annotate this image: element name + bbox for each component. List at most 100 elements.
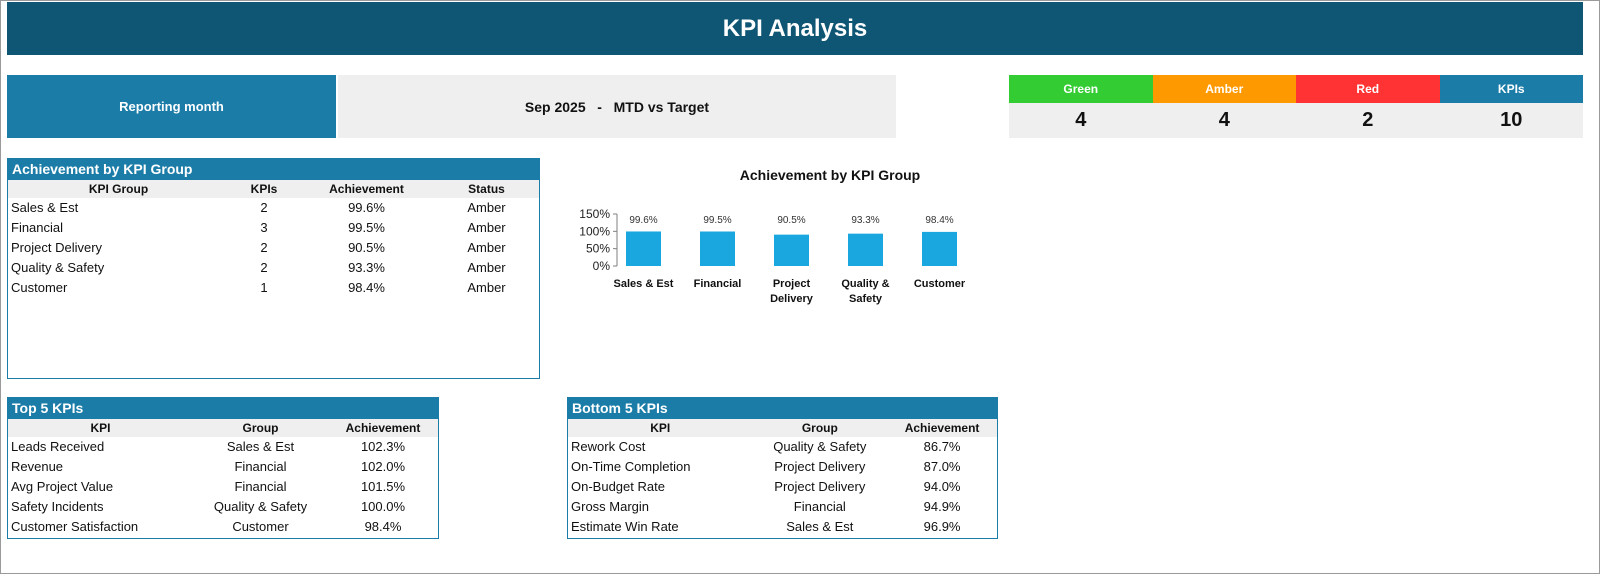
cell-kpi: On-Budget Rate xyxy=(571,479,665,494)
bottom5-table: KPI Group Achievement Rework Cost Qualit… xyxy=(568,419,997,537)
cell-group: Financial xyxy=(11,220,64,235)
data-label: 99.5% xyxy=(703,215,731,226)
table-row: Revenue Financial 102.0% xyxy=(8,457,438,477)
col-kpi: KPI xyxy=(8,419,193,437)
category-label: Quality & xyxy=(841,278,889,290)
cell-group: Sales & Est xyxy=(786,519,854,534)
summary-red-count: 2 xyxy=(1296,103,1440,138)
cell-kpis: 3 xyxy=(260,220,268,235)
bottom5-title: Bottom 5 KPIs xyxy=(568,398,997,419)
table-row: Safety Incidents Quality & Safety 100.0% xyxy=(8,497,438,517)
data-label: 99.6% xyxy=(629,215,657,226)
table-row: Customer 1 98.4% Amber xyxy=(8,278,539,298)
cell-achievement: 100.0% xyxy=(360,499,406,514)
cell-kpi: Avg Project Value xyxy=(11,479,114,494)
cell-group: Project Delivery xyxy=(774,459,866,474)
cell-achievement: 94.9% xyxy=(923,499,961,514)
achievement-bar-chart: 0% 50% 100% 150% 99.6% Sales & Est 99.5% Financ… xyxy=(579,207,966,305)
cell-status: Amber xyxy=(467,220,506,235)
cell-status: Amber xyxy=(467,260,506,275)
bar xyxy=(626,231,661,266)
cell-achievement: 87.0% xyxy=(923,459,961,474)
col-status: Status xyxy=(434,180,539,198)
bar xyxy=(774,234,809,266)
cell-kpis: 1 xyxy=(260,280,268,295)
cell-achievement: 90.5% xyxy=(348,240,385,255)
data-label: 90.5% xyxy=(777,215,805,226)
group-table: KPI Group KPIs Achievement Status Sales … xyxy=(8,180,539,298)
chart-title: Achievement by KPI Group xyxy=(739,167,921,183)
cell-kpis: 2 xyxy=(260,200,268,215)
reporting-month-value[interactable]: Sep 2025 - MTD vs Target xyxy=(338,75,896,138)
cell-status: Amber xyxy=(467,280,506,295)
col-group: Group xyxy=(752,419,888,437)
cell-kpi: On-Time Completion xyxy=(571,459,691,474)
cell-group: Project Delivery xyxy=(11,240,103,255)
bar xyxy=(700,231,735,266)
cell-group: Quality & Safety xyxy=(11,260,105,275)
cell-achievement: 93.3% xyxy=(348,260,385,275)
table-row: Customer Satisfaction Customer 98.4% xyxy=(8,517,438,537)
page-title: KPI Analysis xyxy=(7,2,1583,55)
top5-title: Top 5 KPIs xyxy=(8,398,438,419)
y-tick-label: 150% xyxy=(579,207,610,221)
cell-group: Project Delivery xyxy=(774,479,866,494)
table-row: Avg Project Value Financial 101.5% xyxy=(8,477,438,497)
category-label: Financial xyxy=(694,278,742,290)
cell-kpis: 2 xyxy=(260,240,268,255)
cell-kpi: Customer Satisfaction xyxy=(11,519,139,534)
bar xyxy=(922,231,957,266)
table-row: Estimate Win Rate Sales & Est 96.9% xyxy=(568,517,997,537)
cell-kpis: 2 xyxy=(260,260,268,275)
summary-amber-count: 4 xyxy=(1152,103,1296,138)
cell-kpi: Leads Received xyxy=(11,439,105,454)
cell-group: Sales & Est xyxy=(11,200,79,215)
top5-table: KPI Group Achievement Leads Received Sal… xyxy=(8,419,438,537)
cell-kpi: Gross Margin xyxy=(571,499,650,514)
cell-achievement: 99.5% xyxy=(348,220,385,235)
summary-amber-label: Amber xyxy=(1152,75,1296,103)
table-row: Project Delivery 2 90.5% Amber xyxy=(8,238,539,258)
col-group: Group xyxy=(193,419,328,437)
bottom5-panel: Bottom 5 KPIs KPI Group Achievement Rewo… xyxy=(567,397,998,539)
col-kpi-group: KPI Group xyxy=(8,180,229,198)
cell-group: Customer xyxy=(232,519,289,534)
category-label: Safety xyxy=(849,293,883,305)
cell-kpi: Safety Incidents xyxy=(11,499,104,514)
category-label: Project xyxy=(773,278,811,290)
data-label: 93.3% xyxy=(851,215,879,226)
y-tick-label: 0% xyxy=(593,259,611,273)
bar xyxy=(848,233,883,266)
reporting-month-label: Reporting month xyxy=(7,75,336,138)
category-label: Customer xyxy=(914,278,966,290)
table-row: Quality & Safety 2 93.3% Amber xyxy=(8,258,539,278)
cell-achievement: 86.7% xyxy=(923,439,961,454)
col-achievement: Achievement xyxy=(299,180,434,198)
summary-green-label: Green xyxy=(1009,75,1153,103)
data-label: 98.4% xyxy=(925,215,953,226)
cell-kpi: Estimate Win Rate xyxy=(571,519,679,534)
status-summary: Green Amber Red KPIs 4 4 2 10 xyxy=(1009,75,1583,138)
table-row: Leads Received Sales & Est 102.3% xyxy=(8,437,438,457)
y-tick-label: 100% xyxy=(579,224,610,238)
cell-achievement: 94.0% xyxy=(923,479,961,494)
top5-panel: Top 5 KPIs KPI Group Achievement Leads R… xyxy=(7,397,439,539)
category-label: Sales & Est xyxy=(614,278,674,290)
cell-achievement: 101.5% xyxy=(360,479,406,494)
group-table-title: Achievement by KPI Group xyxy=(8,159,539,180)
cell-achievement: 102.3% xyxy=(360,439,406,454)
cell-kpi: Revenue xyxy=(11,459,64,474)
table-row: Financial 3 99.5% Amber xyxy=(8,218,539,238)
cell-group: Financial xyxy=(234,479,287,494)
cell-achievement: 98.4% xyxy=(364,519,402,534)
table-row: Sales & Est 2 99.6% Amber xyxy=(8,198,539,218)
summary-green-count: 4 xyxy=(1009,103,1153,138)
cell-group: Financial xyxy=(793,499,846,514)
category-label: Delivery xyxy=(770,293,814,305)
cell-group: Quality & Safety xyxy=(773,439,867,454)
col-achievement: Achievement xyxy=(328,419,438,437)
cell-group: Sales & Est xyxy=(226,439,295,454)
cell-achievement: 98.4% xyxy=(348,280,385,295)
table-row: On-Time Completion Project Delivery 87.0… xyxy=(568,457,997,477)
group-table-panel: Achievement by KPI Group KPI Group KPIs … xyxy=(7,158,540,379)
